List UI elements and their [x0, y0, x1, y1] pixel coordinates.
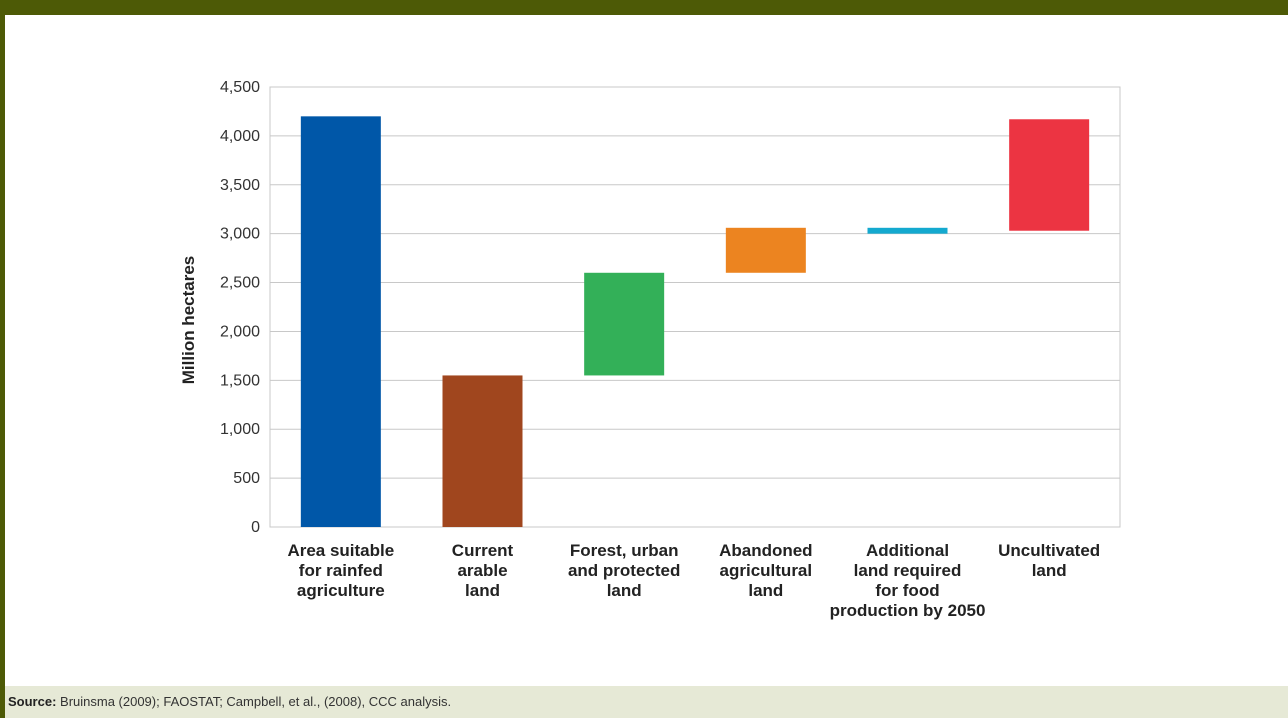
gridlines — [269, 86, 1121, 528]
category-label: Forest, urban and protected land — [568, 541, 680, 600]
bars — [300, 116, 1090, 527]
y-tick-label: 2,000 — [220, 323, 260, 340]
chart-panel: 0 500 1,000 1,500 2,000 2,500 3,000 3,500 4,000 4… — [5, 15, 1288, 686]
bar — [1009, 119, 1090, 231]
category-label: Current arable land — [452, 541, 514, 600]
y-tick-label: 1,500 — [220, 372, 260, 389]
y-tick-label: 2,500 — [220, 275, 260, 292]
bar — [867, 227, 948, 234]
source-text: Bruinsma (2009); FAOSTAT; Campbell, et a… — [56, 694, 452, 709]
y-tick-label: 0 — [251, 519, 260, 536]
y-tick-label: 3,500 — [220, 177, 260, 194]
y-tick-label: 500 — [233, 470, 260, 487]
y-tick-label: 3,000 — [220, 226, 260, 243]
y-axis-label: Million hectares — [179, 256, 198, 384]
category-label: Uncultivated land — [998, 541, 1100, 580]
waterfall-chart: 0 500 1,000 1,500 2,000 2,500 3,000 3,500 4,000 4… — [179, 79, 1121, 620]
category-labels: Area suitable for rainfed agriculture Curre… — [287, 541, 1100, 620]
y-tick-label: 1,000 — [220, 421, 260, 438]
source-footer: Source: Bruinsma (2009); FAOSTAT; Campbe… — [5, 686, 1288, 718]
category-label: Additional land required for food productio… — [830, 541, 986, 620]
plot-frame — [269, 86, 1121, 528]
y-tick-label: 4,000 — [220, 128, 260, 145]
category-label: Abandoned agricultural land — [719, 541, 813, 600]
bar — [584, 272, 665, 376]
category-label: Area suitable for rainfed agriculture — [287, 541, 394, 600]
y-tick-labels: 0 500 1,000 1,500 2,000 2,500 3,000 3,500 4,000 4… — [220, 79, 260, 536]
y-tick-label: 4,500 — [220, 79, 260, 96]
source-label: Source: — [8, 694, 57, 709]
bar — [442, 375, 523, 527]
bar — [300, 116, 381, 527]
bar — [725, 227, 806, 273]
